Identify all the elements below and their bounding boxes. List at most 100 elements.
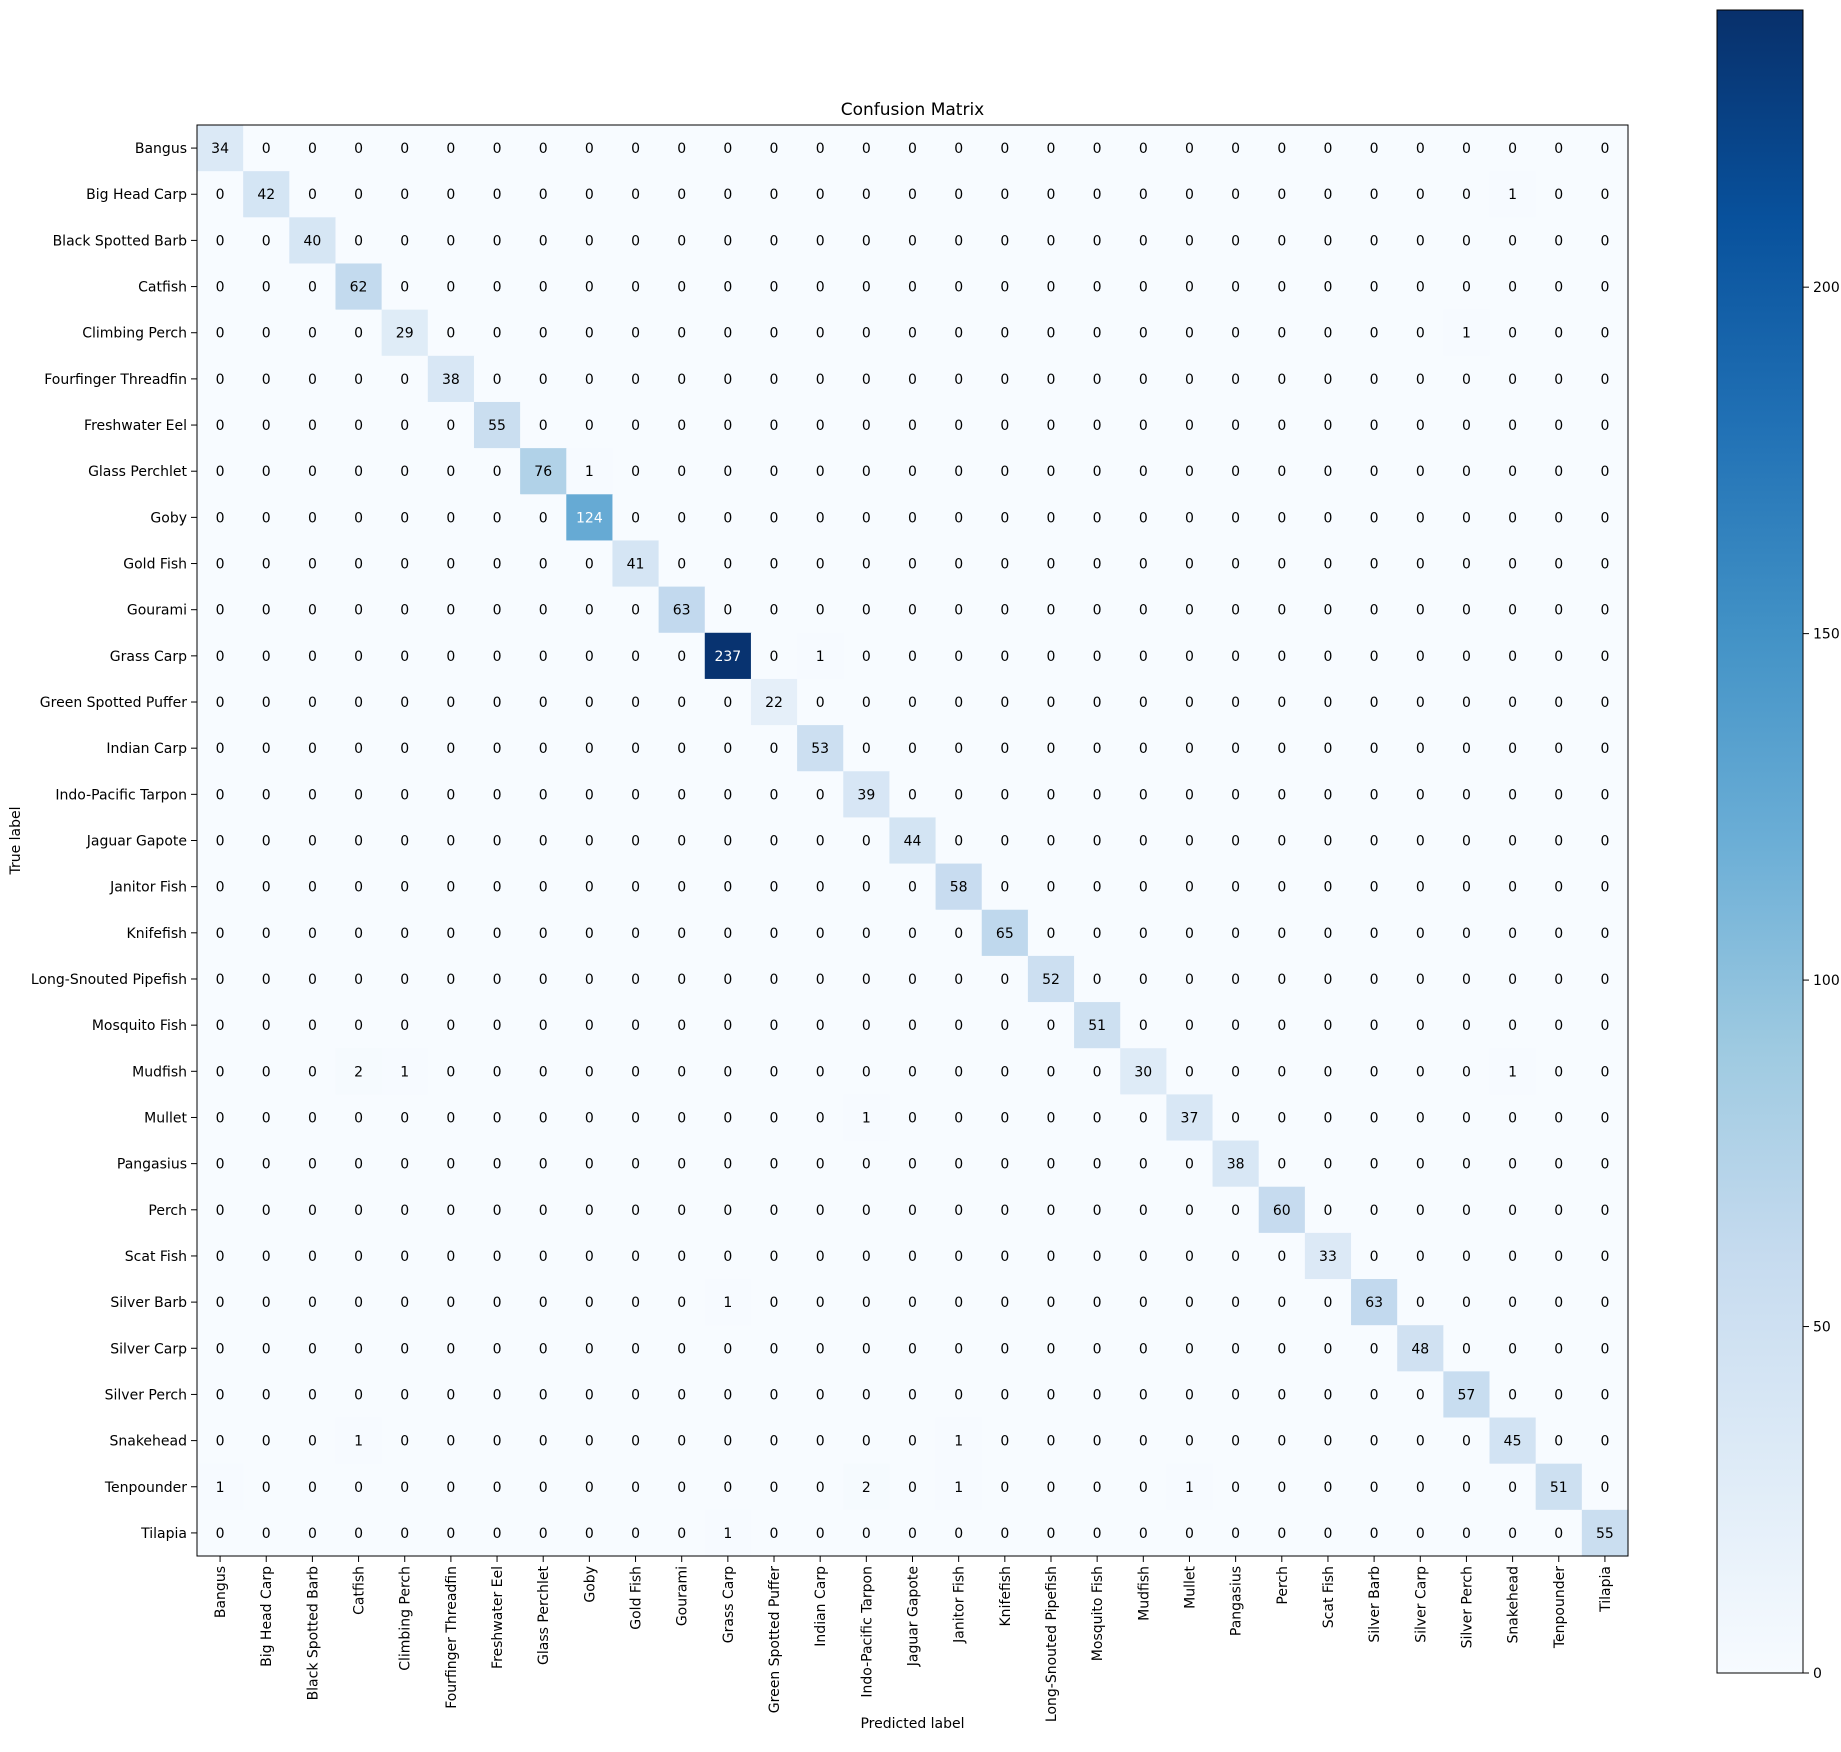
heatmap-cell bbox=[1397, 1186, 1444, 1234]
heatmap-cell bbox=[289, 1094, 337, 1142]
cell-value-label: 0 bbox=[723, 926, 732, 942]
cell-value-label: 0 bbox=[1370, 464, 1379, 480]
heatmap-cell bbox=[1397, 125, 1444, 172]
cell-value-label: 0 bbox=[723, 787, 732, 803]
cell-value-label: 0 bbox=[1508, 1249, 1517, 1265]
cell-value-label: 0 bbox=[354, 326, 363, 342]
cell-value-label: 0 bbox=[862, 834, 871, 850]
cell-value-label: 0 bbox=[1370, 1018, 1379, 1034]
cell-value-label: 0 bbox=[1185, 695, 1194, 711]
heatmap-cell bbox=[473, 1463, 521, 1511]
x-tick-label: Pangasius bbox=[1229, 1566, 1245, 1636]
heatmap-cell bbox=[243, 1279, 290, 1326]
heatmap-cell bbox=[1120, 863, 1167, 911]
cell-value-label: 0 bbox=[1277, 1341, 1286, 1357]
cell-value-label: 0 bbox=[1462, 233, 1471, 249]
cell-value-label: 0 bbox=[1231, 464, 1240, 480]
cell-value-label: 0 bbox=[1508, 834, 1517, 850]
heatmap-cell bbox=[889, 1232, 937, 1280]
cell-value-label: 0 bbox=[677, 1480, 686, 1496]
heatmap-cell bbox=[1443, 1509, 1491, 1557]
heatmap-cell bbox=[1581, 771, 1629, 819]
heatmap-cell bbox=[1120, 1371, 1167, 1419]
heatmap-cell bbox=[1074, 355, 1121, 403]
cell-value-label: 0 bbox=[216, 464, 225, 480]
heatmap-cell bbox=[1397, 632, 1444, 680]
cell-value-label: 45 bbox=[1504, 1434, 1522, 1450]
cell-value-label: 0 bbox=[493, 972, 502, 988]
cell-value-label: 0 bbox=[216, 510, 225, 526]
heatmap-cell bbox=[981, 448, 1029, 495]
cell-value-label: 0 bbox=[1231, 787, 1240, 803]
cell-value-label: 0 bbox=[446, 187, 455, 203]
heatmap-cell bbox=[197, 863, 244, 911]
heatmap-cell bbox=[1074, 448, 1121, 495]
heatmap-cell bbox=[843, 1463, 891, 1511]
x-tick-label: Gourami bbox=[675, 1566, 691, 1626]
heatmap-cell bbox=[473, 263, 521, 311]
heatmap-cell bbox=[658, 725, 706, 772]
cell-value-label: 0 bbox=[631, 326, 640, 342]
heatmap-cell bbox=[1581, 171, 1629, 218]
heatmap-cell bbox=[889, 1048, 937, 1095]
y-tick-label: Climbing Perch bbox=[82, 326, 187, 342]
cell-value-label: 0 bbox=[585, 1249, 594, 1265]
cell-value-label: 0 bbox=[539, 834, 548, 850]
cell-value-label: 0 bbox=[446, 972, 455, 988]
heatmap-cell bbox=[1535, 1371, 1583, 1419]
heatmap-cell bbox=[1027, 1463, 1075, 1511]
cell-value-label: 0 bbox=[723, 1157, 732, 1173]
heatmap-cell bbox=[1166, 586, 1214, 634]
y-tick-label: Bangus bbox=[135, 141, 187, 157]
cell-value-label: 0 bbox=[1600, 741, 1609, 757]
heatmap-cell bbox=[289, 1048, 337, 1095]
cell-value-label: 0 bbox=[262, 1295, 271, 1311]
y-tick-label: Gourami bbox=[127, 603, 187, 619]
cell-value-label: 0 bbox=[1462, 141, 1471, 157]
heatmap-cell bbox=[1351, 632, 1398, 680]
cell-value-label: 0 bbox=[862, 233, 871, 249]
cell-value-label: 0 bbox=[1554, 926, 1563, 942]
cell-value-label: 0 bbox=[1139, 557, 1148, 573]
heatmap-cell bbox=[843, 1094, 891, 1142]
cell-value-label: 0 bbox=[816, 326, 825, 342]
cell-value-label: 0 bbox=[1139, 834, 1148, 850]
cell-value-label: 0 bbox=[585, 372, 594, 388]
heatmap-cell bbox=[935, 171, 983, 218]
heatmap-cell bbox=[381, 1371, 429, 1419]
heatmap-cell bbox=[1027, 1232, 1075, 1280]
y-tick-label: Fourfinger Threadfin bbox=[44, 372, 187, 388]
cell-value-label: 1 bbox=[1508, 187, 1517, 203]
cell-value-label: 0 bbox=[1231, 926, 1240, 942]
heatmap-cell bbox=[1443, 1325, 1491, 1372]
heatmap-cell bbox=[843, 771, 891, 819]
heatmap-cell bbox=[750, 1002, 798, 1049]
cell-value-label: 0 bbox=[1047, 280, 1056, 296]
cell-value-label: 51 bbox=[1550, 1480, 1568, 1496]
heatmap-cell bbox=[1581, 494, 1629, 542]
heatmap-cell bbox=[289, 540, 337, 588]
cell-value-label: 0 bbox=[216, 787, 225, 803]
cell-value-label: 0 bbox=[816, 557, 825, 573]
cell-value-label: 40 bbox=[303, 233, 321, 249]
cell-value-label: 0 bbox=[1139, 1526, 1148, 1542]
cell-value-label: 0 bbox=[262, 695, 271, 711]
cell-value-label: 0 bbox=[862, 649, 871, 665]
cell-value-label: 0 bbox=[1370, 1203, 1379, 1219]
heatmap-cell bbox=[520, 955, 567, 1003]
heatmap-cell bbox=[1166, 1279, 1214, 1326]
heatmap-cell bbox=[612, 1463, 660, 1511]
cell-value-label: 0 bbox=[539, 1295, 548, 1311]
heatmap-cell bbox=[381, 263, 429, 311]
cell-value-label: 0 bbox=[1370, 510, 1379, 526]
cell-value-label: 0 bbox=[1508, 695, 1517, 711]
cell-value-label: 0 bbox=[1185, 834, 1194, 850]
heatmap-cell bbox=[1304, 863, 1352, 911]
heatmap-cell bbox=[1581, 725, 1629, 772]
cell-value-label: 0 bbox=[631, 741, 640, 757]
cell-value-label: 1 bbox=[1508, 1064, 1517, 1080]
heatmap-cell bbox=[520, 1140, 567, 1188]
cell-value-label: 0 bbox=[354, 834, 363, 850]
cell-value-label: 0 bbox=[908, 187, 917, 203]
cell-value-label: 0 bbox=[862, 1341, 871, 1357]
